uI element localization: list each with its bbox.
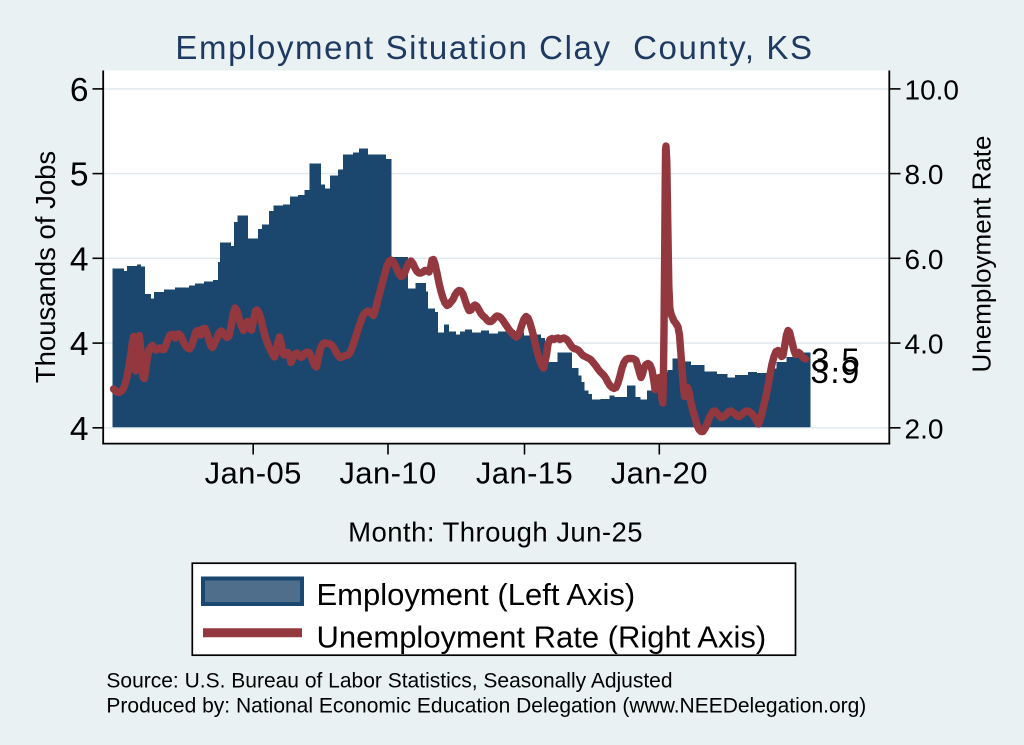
svg-text:4.0: 4.0 xyxy=(905,329,944,360)
svg-text:6: 6 xyxy=(70,72,89,109)
svg-text:Month: Through Jun-25: Month: Through Jun-25 xyxy=(348,517,643,548)
svg-text:3.9: 3.9 xyxy=(811,353,861,390)
svg-text:Produced by: National Economic: Produced by: National Economic Education… xyxy=(106,695,866,718)
svg-text:8.0: 8.0 xyxy=(905,159,944,190)
svg-text:Source: U.S. Bureau of Labor S: Source: U.S. Bureau of Labor Statistics,… xyxy=(106,670,672,693)
svg-text:Employment Situation Clay Cou: Employment Situation Clay County, KS xyxy=(175,29,813,66)
svg-text:2.0: 2.0 xyxy=(905,413,944,444)
svg-text:4: 4 xyxy=(70,241,89,278)
svg-text:Jan-20: Jan-20 xyxy=(611,456,708,491)
svg-text:6.0: 6.0 xyxy=(905,244,944,275)
svg-text:Unemployment Rate (Right Axis): Unemployment Rate (Right Axis) xyxy=(317,620,767,655)
svg-text:Thousands of Jobs: Thousands of Jobs xyxy=(30,151,61,383)
svg-text:4: 4 xyxy=(70,326,89,363)
svg-text:Jan-15: Jan-15 xyxy=(476,456,573,491)
svg-text:5: 5 xyxy=(70,157,89,194)
svg-text:Jan-10: Jan-10 xyxy=(339,456,436,491)
svg-text:Jan-05: Jan-05 xyxy=(205,456,302,491)
svg-text:3.5: 3.5 xyxy=(811,342,861,379)
svg-text:4: 4 xyxy=(70,411,89,448)
svg-text:Unemployment Rate: Unemployment Rate xyxy=(967,136,997,373)
svg-text:Employment (Left Axis): Employment (Left Axis) xyxy=(317,577,636,612)
svg-text:10.0: 10.0 xyxy=(905,74,960,105)
